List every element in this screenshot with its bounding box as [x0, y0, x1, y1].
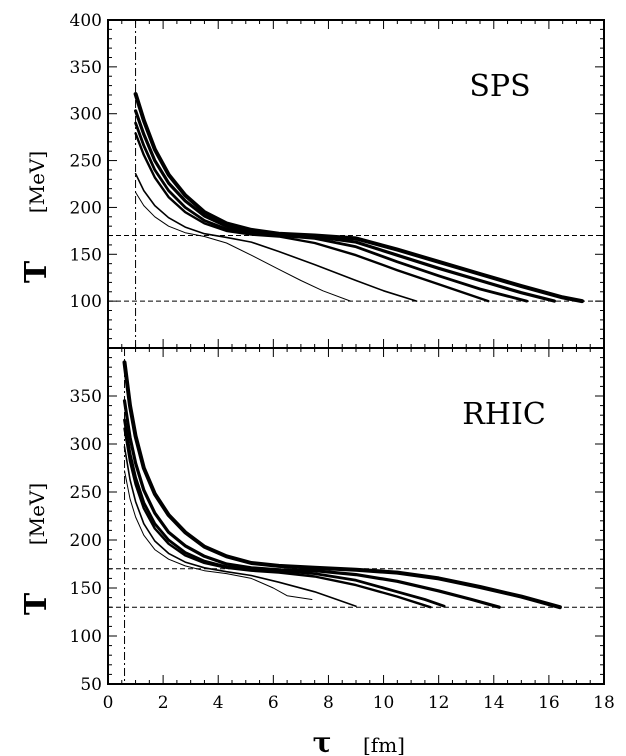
y-tick-label: 250 — [70, 152, 102, 172]
x-tick-label: 4 — [213, 693, 224, 713]
y-tick-label: 200 — [70, 198, 102, 218]
x-tick-label: 10 — [373, 693, 395, 713]
x-tick-label: 8 — [323, 693, 334, 713]
series-line — [124, 470, 313, 600]
sps-panel: 100 150 200 250 300 350 400 SPS T [MeV] — [19, 11, 605, 349]
y-tick-label: 150 — [70, 579, 102, 599]
y-tick-label: 100 — [70, 627, 102, 647]
series-line — [134, 172, 418, 302]
y-tick-label: 50 — [80, 675, 102, 695]
x-tick-label: 0 — [103, 693, 114, 713]
x-tick-label: 2 — [158, 693, 169, 713]
series-line — [134, 132, 490, 303]
y-axis-symbol: T — [19, 592, 54, 615]
series-line — [122, 360, 562, 610]
series-line — [134, 121, 529, 303]
y-tick-label: 200 — [70, 531, 102, 551]
panel-label: RHIC — [462, 397, 546, 432]
x-axis-unit: [fm] — [363, 733, 405, 756]
y-tick-label: 150 — [70, 245, 102, 265]
x-tick-label: 14 — [483, 693, 505, 713]
y-tick-label: 100 — [70, 292, 102, 312]
y-axis-unit: [MeV] — [25, 483, 49, 545]
series-line — [135, 191, 351, 302]
panel-label: SPS — [469, 69, 530, 104]
y-tick-label: 350 — [70, 387, 102, 407]
series-line — [122, 399, 501, 609]
x-tick-label: 6 — [268, 693, 279, 713]
y-axis-unit: [MeV] — [25, 151, 49, 213]
x-axis-symbol: τ — [313, 726, 332, 756]
series-line — [123, 427, 432, 609]
y-tick-label: 350 — [70, 58, 102, 78]
series-line — [123, 418, 446, 608]
y-tick-label: 250 — [70, 483, 102, 503]
y-tick-label: 300 — [70, 435, 102, 455]
y-tick-label: 300 — [70, 105, 102, 125]
series-line — [123, 446, 357, 607]
y-tick-label: 400 — [70, 11, 102, 31]
x-tick-label: 16 — [538, 693, 560, 713]
y-axis-symbol: T — [19, 260, 54, 283]
x-tick-label: 12 — [428, 693, 450, 713]
rhic-panel: 50 100 150 200 250 300 350 0 2 4 6 8 10 12 14 16 18 RHIC T… — [19, 347, 615, 756]
series-line — [133, 92, 584, 304]
x-tick-label: 18 — [593, 693, 615, 713]
